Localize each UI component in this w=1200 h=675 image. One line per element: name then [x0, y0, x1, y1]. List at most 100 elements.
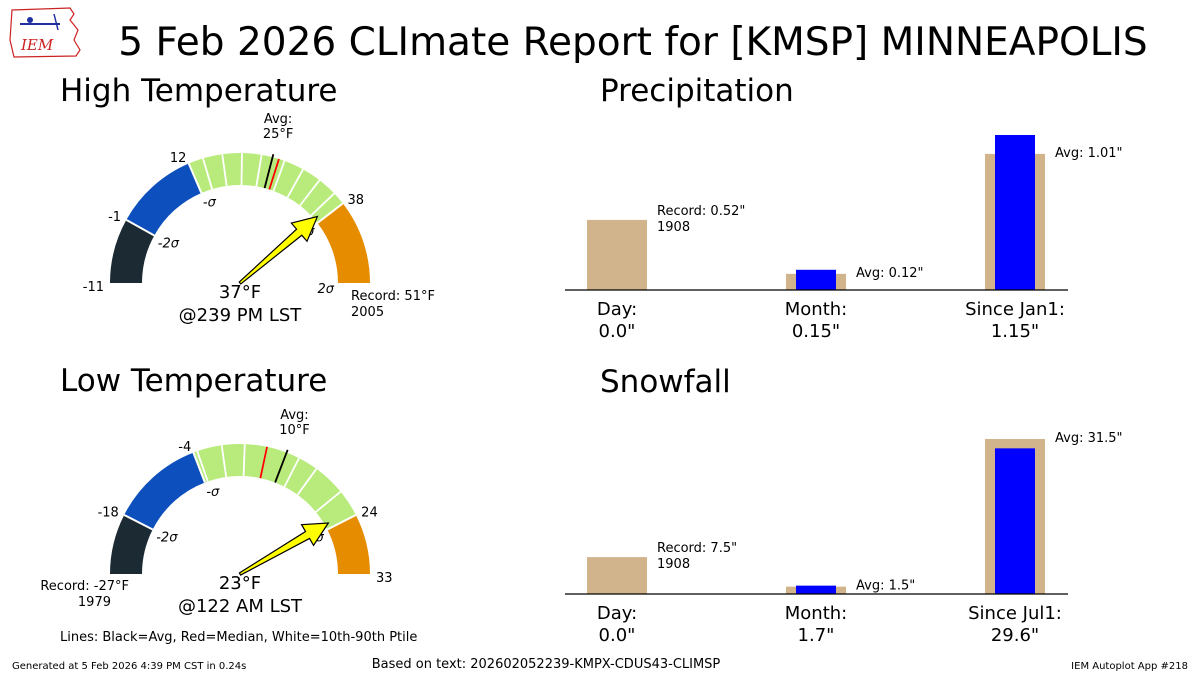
bar-annotation: Avg: 0.12" — [856, 266, 924, 281]
bar-annotation: Record: 7.5" — [657, 541, 737, 556]
band-minus-sigma — [126, 163, 202, 236]
bar-annotation: Avg: 1.5" — [856, 579, 915, 594]
iem-logo: IEM — [9, 7, 81, 58]
record-label: Record: -27°F — [40, 579, 129, 594]
category-label: Since Jul1: — [968, 603, 1062, 624]
normal-bar — [587, 557, 647, 594]
bar-annotation: Avg: 1.01" — [1055, 146, 1123, 161]
precipitation-chart: Precipitation Record: 0.52"1908 Day:0.0" Av… — [565, 73, 1123, 342]
observed-time-label: @239 PM LST — [179, 305, 303, 326]
band-tick-label: -4 — [178, 440, 191, 455]
band-tick-label: -11 — [83, 280, 104, 295]
percentile-line — [299, 179, 321, 207]
percentile-line — [315, 490, 342, 513]
observed-bar — [995, 448, 1035, 594]
footer-based-on: Based on text: 202602052239-KMPX-CDUS43-… — [372, 657, 721, 672]
observed-value-label: 0.0" — [599, 321, 636, 342]
observed-value-label: 0.0" — [599, 625, 636, 646]
percentile-line — [272, 160, 286, 192]
avg-value-label: 10°F — [279, 423, 310, 438]
band-boundary — [187, 163, 203, 194]
avg-line — [274, 449, 289, 483]
observed-value-label: 1.7" — [798, 625, 835, 646]
observed-needle — [238, 215, 319, 285]
percentile-line — [202, 158, 213, 190]
record-year-label: 1979 — [78, 595, 111, 610]
observed-value-label: 37°F — [219, 282, 261, 303]
category-label: Day: — [597, 603, 637, 624]
observed-value-label: 23°F — [219, 573, 261, 594]
sigma-label: -σ — [206, 485, 220, 500]
band-dark — [110, 219, 155, 283]
footer-generated: Generated at 5 Feb 2026 4:39 PM CST in 0… — [12, 661, 246, 672]
percentile-line — [283, 457, 300, 488]
percentile-line — [286, 168, 304, 198]
band-boundary — [316, 202, 344, 224]
category-label: Since Jan1: — [965, 299, 1065, 320]
band-tick-label: 24 — [361, 505, 378, 520]
band-normal — [193, 444, 356, 530]
record-label: Record: 51°F — [351, 289, 435, 304]
band-tick-label: -18 — [98, 505, 119, 520]
sigma-label: -2σ — [158, 236, 180, 251]
band-plus-sigma — [317, 203, 370, 283]
band-normal — [188, 153, 343, 224]
observed-needle — [238, 522, 330, 576]
bar-annotation-year: 1908 — [657, 220, 690, 235]
category-label: Month: — [785, 603, 847, 624]
bar-annotation-year: 1908 — [657, 557, 690, 572]
bar-chart-title: Snowfall — [600, 364, 731, 400]
percentile-line — [196, 450, 209, 482]
category-label: Day: — [597, 299, 637, 320]
page-title: 5 Feb 2026 CLImate Report for [KMSP] MIN… — [118, 20, 1147, 65]
bar-annotation: Record: 0.52" — [657, 204, 745, 219]
percentile-line — [326, 514, 357, 531]
band-plus-sigma — [327, 514, 370, 574]
band-tick-label: -1 — [108, 210, 121, 225]
legend-note: Lines: Black=Avg, Red=Median, White=10th… — [60, 630, 417, 645]
observed-bar — [796, 585, 836, 594]
observed-time-label: @122 AM LST — [178, 596, 303, 617]
category-label: Month: — [785, 299, 847, 320]
median-line — [268, 158, 280, 190]
gauge-title: Low Temperature — [60, 363, 327, 399]
median-line — [259, 446, 268, 479]
sigma-label: σ — [316, 530, 325, 545]
band-tick-label: 12 — [170, 151, 187, 166]
observed-bar — [995, 135, 1035, 290]
band-minus-sigma — [124, 452, 205, 530]
record-year-label: 2005 — [351, 305, 384, 320]
observed-value-label: 1.15" — [991, 321, 1039, 342]
avg-label: Avg: — [280, 408, 308, 423]
band-boundary — [125, 219, 155, 237]
band-boundary — [192, 452, 206, 483]
bar-annotation: Avg: 31.5" — [1055, 431, 1123, 446]
bar-chart-title: Precipitation — [600, 73, 794, 109]
band-tick-label: 38 — [348, 193, 365, 208]
percentile-line — [310, 192, 335, 217]
percentile-line — [221, 154, 228, 187]
band-dark — [110, 514, 153, 574]
percentile-line — [220, 445, 228, 478]
gauge-title: High Temperature — [60, 73, 337, 109]
snowfall-chart: Snowfall Record: 7.5"1908 Day:0.0" Avg: 1.5… — [565, 364, 1123, 646]
observed-value-label: 0.15" — [792, 321, 840, 342]
percentile-line — [296, 468, 318, 496]
sigma-label: -2σ — [156, 530, 178, 545]
observed-value-label: 29.6" — [991, 625, 1039, 646]
percentile-line — [242, 444, 246, 477]
sigma-label: -σ — [203, 196, 217, 211]
normal-bar — [587, 219, 647, 290]
percentile-line — [255, 154, 263, 187]
avg-value-label: 25°F — [263, 127, 294, 142]
band-boundary — [123, 514, 154, 531]
high-temperature-gauge: High TemperatureAvg:25°F-11-11238-2σ-σσ2… — [60, 73, 435, 326]
band-tick-label: 33 — [376, 571, 393, 586]
low-temperature-gauge: Low Temperature Avg:10°F -18 -4 24 33 -2σ -σ σ 23… — [40, 363, 392, 617]
sigma-label: 2σ — [317, 282, 334, 297]
footer-app: IEM Autoplot App #218 — [1071, 661, 1188, 672]
avg-line — [263, 154, 275, 189]
logo-text: IEM — [20, 36, 54, 54]
observed-bar — [796, 269, 836, 290]
